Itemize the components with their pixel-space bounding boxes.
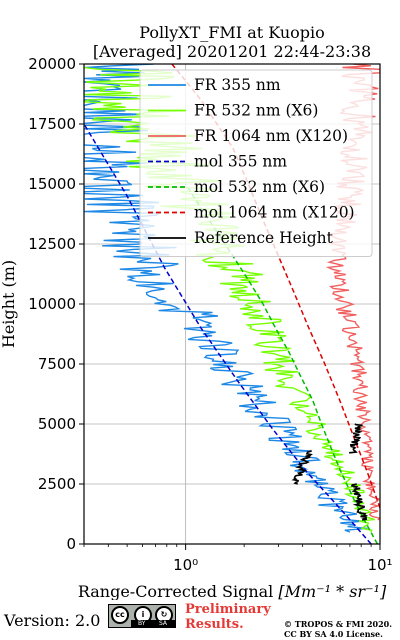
copyright-line-1: © TROPOS & FMI 2020. [284,619,393,629]
y-tick-label: 10000 [28,295,76,313]
reference-height-line [350,483,369,521]
copyright-line-2: CC BY SA 4.0 License. [284,629,383,639]
legend-entry-label: Reference Height [194,229,334,247]
y-tick-label: 17500 [28,115,76,133]
cc-license-badge[interactable]: cc i ↻ BY SA [108,604,176,628]
measured-signal-line [84,64,368,533]
chart-title-line-2: [Averaged] 20201201 22:44-23:38 [93,42,371,61]
legend-entry-label: mol 532 nm (X6) [194,178,325,196]
plot-area: 0 2500 5000 7500 10000 12500 15000 17500 20000 10… [28,55,392,574]
legend-entry-label: mol 1064 nm (X120) [194,204,355,222]
cc-by-label: BY [138,620,146,627]
cc-label-strip [131,620,175,627]
legend-entry-label: mol 355 nm [194,153,287,171]
version-label: Version: 2.0 [4,611,101,630]
molecular-signal-line [84,123,372,544]
x-tick-label: 10¹ [367,556,392,574]
preliminary-line-2: Results. [185,617,244,632]
cc-sa-label: SA [159,620,168,627]
preliminary-notice: Preliminary Results. [185,602,271,632]
y-tick-label: 12500 [28,235,76,253]
y-axis-label: Height (m) [0,260,18,348]
copyright-notice: © TROPOS & FMI 2020. CC BY SA 4.0 Licens… [284,619,392,639]
reference-height-line [349,423,363,454]
molecular-signal-line [171,64,380,509]
y-tick-label: 5000 [38,415,76,433]
y-tick-label: 15000 [28,175,76,193]
legend: FR 355 nm FR 532 nm (X6) FR 1064 nm (X120)… [139,69,373,257]
preliminary-line-1: Preliminary [185,602,271,617]
legend-entry-label: FR 355 nm [194,76,281,94]
legend-entry-label: FR 1064 nm (X120) [194,127,348,145]
y-tick-label: 2500 [38,475,76,493]
y-tick-label: 20000 [28,55,76,73]
chart-title-line-1: PollyXT_FMI at Kuopio [139,23,325,42]
y-tick-label: 7500 [38,355,76,373]
reference-height-line [291,449,313,485]
x-tick-label: 10⁰ [173,556,198,574]
legend-box [139,69,373,257]
legend-entry-label: FR 532 nm (X6) [194,102,318,120]
cc-icon: cc [111,606,129,624]
x-axis-label: Range-Corrected Signal [Mm⁻¹ * sr⁻¹] [78,582,387,600]
y-tick-label: 0 [66,535,76,553]
lidar-profile-chart: PollyXT_FMI at Kuopio [Averaged] 2020120… [0,23,393,600]
